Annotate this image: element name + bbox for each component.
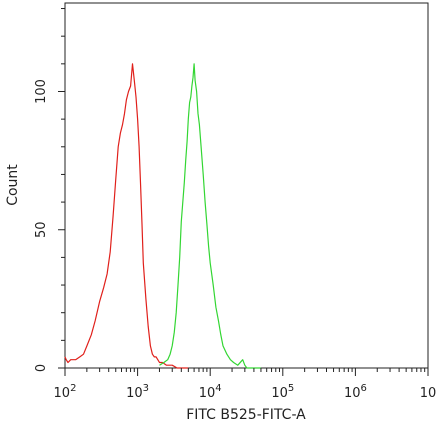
- y-tick-label: 100: [34, 79, 49, 104]
- y-tick-label: 50: [34, 221, 49, 238]
- histogram-series-2: [159, 63, 261, 369]
- x-tick-label: 106: [344, 383, 367, 401]
- plot-frame: [64, 2, 429, 369]
- y-axis-title: Count: [5, 164, 21, 206]
- y-tick-label: 0: [34, 364, 49, 372]
- x-tick-label: 105: [271, 383, 294, 401]
- x-axis-title: FITC B525-FITC-A: [186, 407, 306, 423]
- x-tick-label: 104: [199, 383, 222, 401]
- series-layer: [64, 63, 261, 369]
- x-tick-label: 102: [54, 383, 77, 401]
- x-tick-label: 10: [420, 386, 436, 401]
- histogram-series-1: [64, 63, 189, 369]
- x-tick-label: 103: [126, 383, 149, 401]
